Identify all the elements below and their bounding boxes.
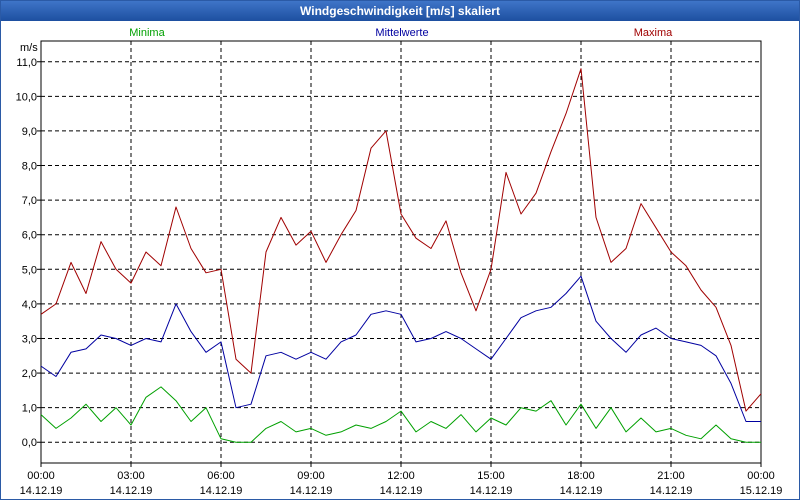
y-tick-label: 11,0	[16, 57, 37, 69]
x-tick-time: 21:00	[657, 470, 685, 482]
x-tick-time: 18:00	[567, 470, 595, 482]
y-tick-label: 4,0	[22, 299, 37, 311]
legend-mittelwerte: Mittelwerte	[375, 27, 428, 39]
y-tick-label: 10,0	[16, 91, 37, 103]
series-line-minima	[40, 386, 761, 443]
y-tick-label: 0,0	[22, 437, 37, 449]
series-lines	[40, 68, 762, 443]
legend: Minima Mittelwerte Maxima	[129, 27, 673, 39]
x-tick-time: 00:00	[747, 470, 775, 482]
series-line-mittelwerte	[40, 275, 761, 422]
x-tick-date: 14.12.19	[110, 485, 153, 497]
y-tick-label: 8,0	[22, 161, 37, 173]
x-tick-date: 14.12.19	[470, 485, 513, 497]
x-tick-date: 14.12.19	[380, 485, 423, 497]
x-tick-time: 12:00	[387, 470, 415, 482]
y-tick-label: 9,0	[22, 126, 37, 138]
x-tick-date: 14.12.19	[200, 485, 243, 497]
x-tick-time: 15:00	[477, 470, 505, 482]
x-axis-ticks: 00:00 14.12.19 03:00 14.12.19 06:00 14.12.19 0…	[20, 463, 783, 497]
y-tick-label: 7,0	[22, 195, 37, 207]
y-tick-label: 1,0	[22, 403, 37, 415]
legend-maxima: Maxima	[634, 27, 673, 39]
x-tick-time: 06:00	[207, 470, 235, 482]
x-tick-time: 09:00	[297, 470, 325, 482]
x-tick-date: 15.12.19	[740, 485, 783, 497]
series-line-maxima	[40, 68, 762, 412]
y-tick-label: 6,0	[22, 230, 37, 242]
x-tick-date: 14.12.19	[650, 485, 693, 497]
y-axis-ticks: 0,0 1,0 2,0 3,0 4,0 5,0 6,0 7,0 8,0 9,0 10,0 11,0	[16, 57, 41, 449]
y-axis-unit: m/s	[20, 42, 38, 54]
x-tick-date: 14.12.19	[20, 485, 63, 497]
x-tick-time: 03:00	[117, 470, 145, 482]
grid	[41, 41, 761, 463]
x-tick-date: 14.12.19	[290, 485, 333, 497]
legend-minima: Minima	[129, 27, 165, 39]
y-tick-label: 2,0	[22, 368, 37, 380]
y-tick-label: 5,0	[22, 264, 37, 276]
x-tick-time: 00:00	[27, 470, 55, 482]
chart-title: Windgeschwindigkeit [m/s] skaliert	[1, 1, 799, 21]
x-tick-date: 14.12.19	[560, 485, 603, 497]
y-tick-label: 3,0	[22, 333, 37, 345]
